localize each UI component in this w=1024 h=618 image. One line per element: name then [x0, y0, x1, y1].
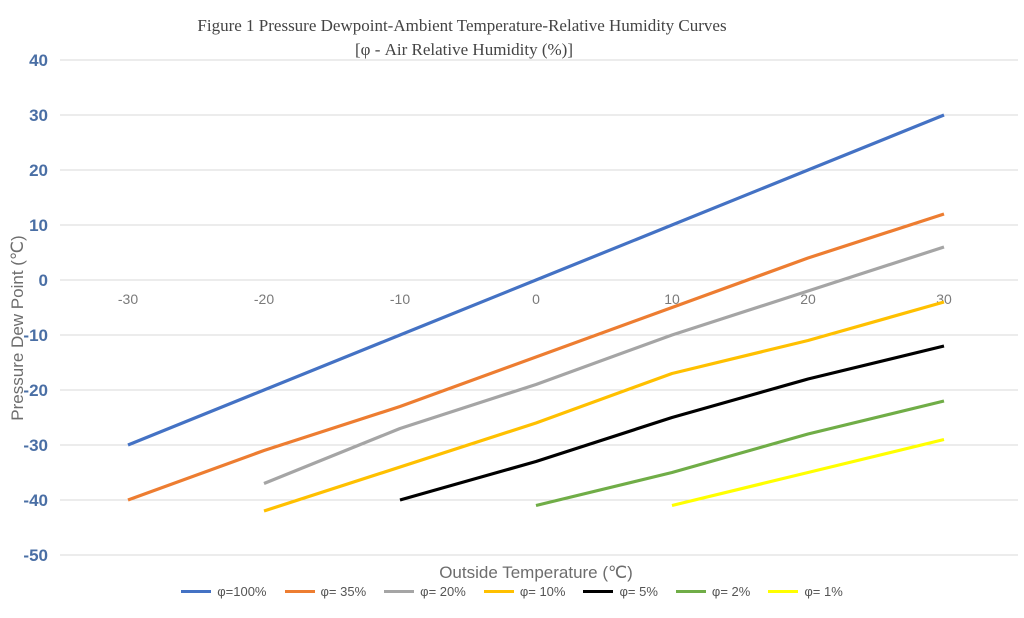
- legend-item: φ= 2%: [675, 584, 751, 599]
- series-line-1: [127, 212, 945, 502]
- series-line-4: [399, 344, 945, 502]
- legend-label: φ= 10%: [519, 584, 566, 599]
- y-axis-ticks: 40 30 20 10 0 -10 -20 -30 -40 -50: [23, 51, 48, 565]
- legend-label: φ= 5%: [619, 584, 658, 599]
- legend-item: φ= 10%: [483, 584, 566, 599]
- legend-item: φ=100%: [181, 584, 267, 599]
- y-tick-label: -20: [23, 381, 48, 400]
- y-tick-label: 0: [39, 271, 48, 290]
- x-axis-title: Outside Temperature (℃): [439, 563, 633, 582]
- chart-title: Figure 1 Pressure Dewpoint-Ambient Tempe…: [197, 16, 727, 35]
- series-line-6: [671, 437, 945, 508]
- legend-swatch: [384, 590, 415, 593]
- legend-item: φ= 5%: [583, 584, 658, 599]
- x-tick-label: -10: [390, 291, 410, 307]
- legend: φ=100% φ= 35% φ= 20% φ= 10% φ= 5% φ= 2% φ= 1%: [0, 584, 1024, 599]
- x-axis-ticks: -30 -20 -10 0 10 20 30: [118, 291, 952, 307]
- x-tick-label: -30: [118, 291, 138, 307]
- series-line-5: [535, 399, 945, 508]
- series-line-2: [263, 245, 945, 485]
- legend-swatch: [483, 590, 514, 593]
- y-tick-label: 20: [29, 161, 48, 180]
- x-tick-label: -20: [254, 291, 274, 307]
- y-axis-title: Pressure Dew Point (℃): [8, 235, 27, 420]
- legend-item: φ= 35%: [284, 584, 367, 599]
- series-line-3: [263, 300, 945, 513]
- legend-item: φ= 1%: [768, 584, 843, 599]
- legend-item: φ= 20%: [384, 584, 466, 599]
- gridlines: [60, 59, 1018, 556]
- legend-label: φ= 2%: [711, 584, 751, 599]
- legend-label: φ= 35%: [320, 584, 367, 599]
- y-tick-label: 10: [29, 216, 48, 235]
- series-lines: [127, 113, 945, 513]
- series-line-0: [127, 113, 945, 447]
- y-tick-label: -50: [23, 546, 48, 565]
- y-tick-label: 30: [29, 106, 48, 125]
- x-tick-label: 10: [664, 291, 680, 307]
- y-tick-label: -10: [23, 326, 48, 345]
- y-tick-label: 40: [29, 51, 48, 70]
- legend-label: φ=100%: [217, 584, 267, 599]
- x-tick-label: 0: [532, 291, 540, 307]
- x-tick-label: 20: [800, 291, 816, 307]
- legend-swatch: [768, 590, 799, 593]
- legend-swatch: [583, 590, 614, 593]
- chart-subtitle: [φ - Air Relative Humidity (%)]: [354, 40, 573, 59]
- legend-swatch: [284, 590, 315, 593]
- legend-swatch: [675, 590, 706, 593]
- legend-label: φ= 1%: [804, 584, 843, 599]
- y-tick-label: -30: [23, 436, 48, 455]
- legend-swatch: [181, 590, 212, 593]
- legend-label: φ= 20%: [420, 584, 466, 599]
- y-tick-label: -40: [23, 491, 48, 510]
